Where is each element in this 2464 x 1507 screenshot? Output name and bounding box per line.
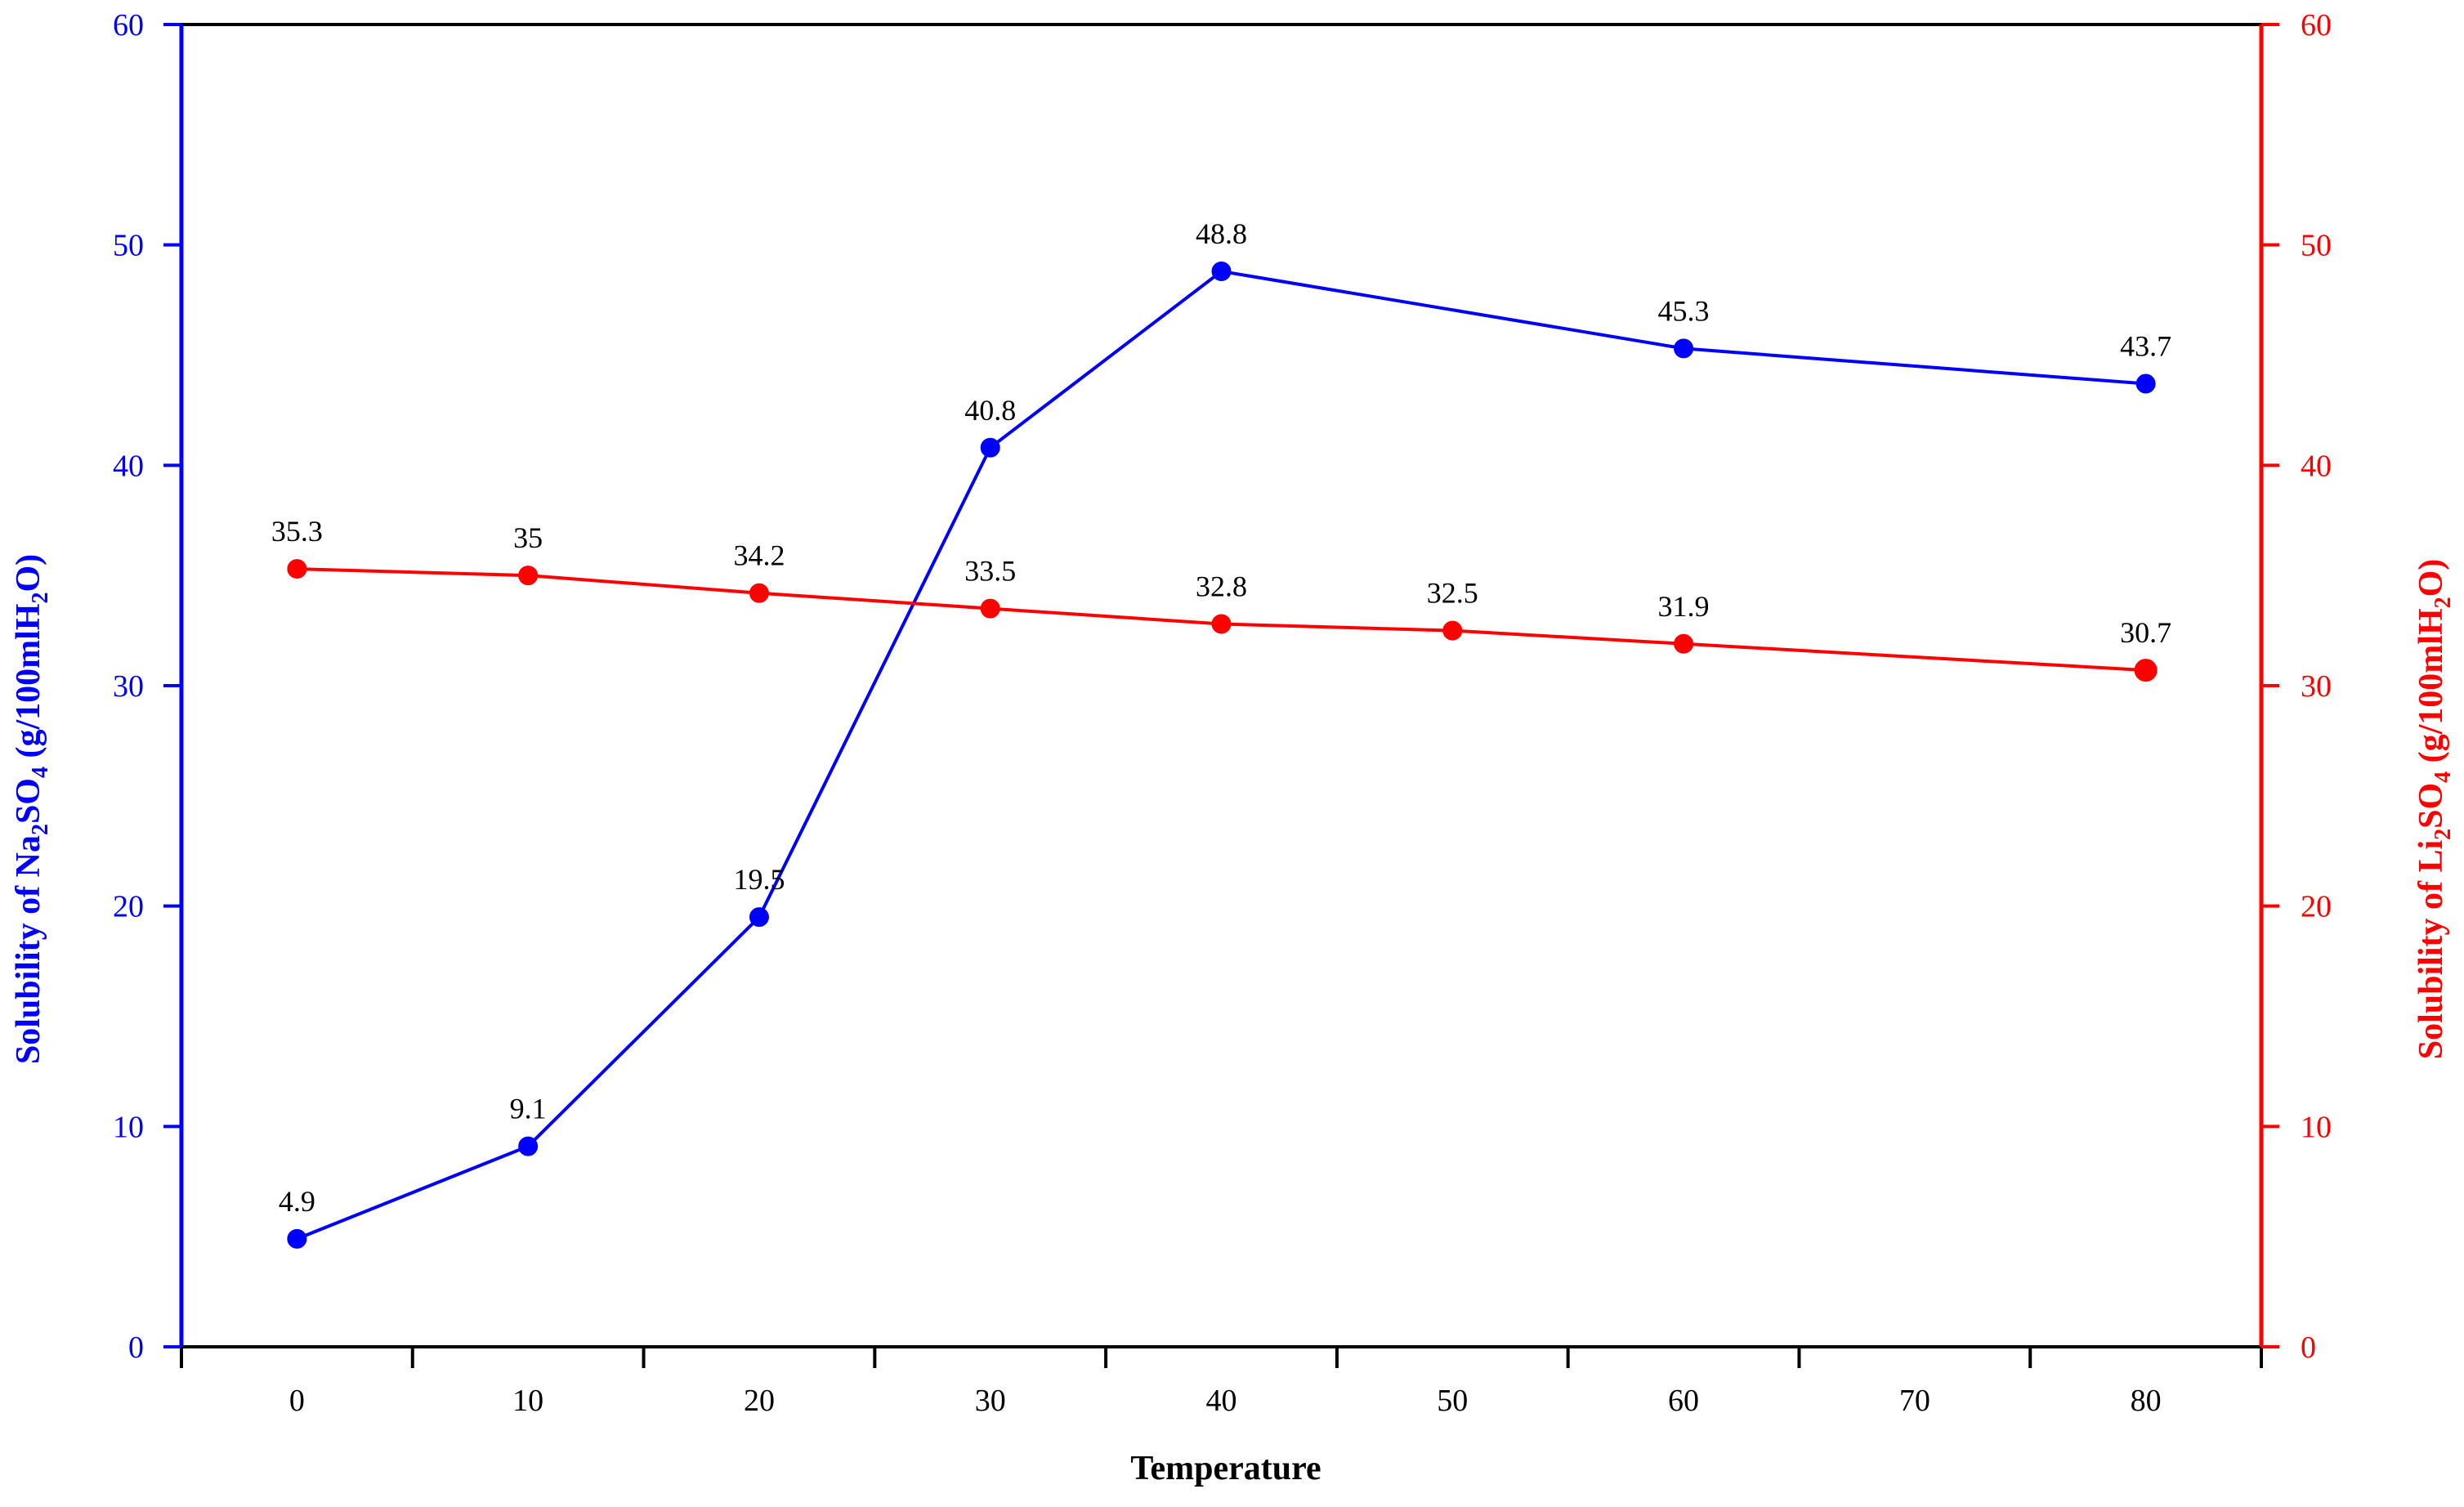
li2so4-data-label: 35.3 — [271, 515, 323, 548]
y-left-tick-label: 40 — [113, 449, 144, 483]
y-left-tick-label: 20 — [113, 890, 144, 924]
y-right-tick-label: 60 — [2301, 8, 2332, 42]
x-tick-label: 30 — [975, 1384, 1006, 1418]
li2so4-data-label: 30.7 — [2120, 616, 2171, 649]
li2so4-data-point — [518, 566, 539, 586]
y-left-tick-label: 50 — [113, 229, 144, 263]
y-right-tick-label: 10 — [2301, 1110, 2332, 1144]
li2so4-data-label: 32.8 — [1196, 570, 1247, 602]
na2so4-data-label: 9.1 — [510, 1093, 547, 1125]
x-tick-label: 50 — [1437, 1384, 1468, 1418]
y-left-tick-label: 10 — [113, 1110, 144, 1144]
y-right-tick-label: 50 — [2301, 229, 2332, 263]
na2so4-data-point — [1211, 262, 1232, 282]
y-right-tick-label: 0 — [2301, 1330, 2316, 1365]
y-right-tick-label: 30 — [2301, 669, 2332, 704]
x-tick-label: 60 — [1668, 1384, 1699, 1418]
li2so4-data-point — [980, 598, 1000, 619]
na2so4-data-point — [2135, 373, 2156, 394]
na2so4-series-line — [296, 269, 2146, 1241]
y-axis-left-title: Solubility of Na2SO4 (g/100mlH2O) — [10, 554, 53, 1064]
x-tick-label: 10 — [512, 1384, 543, 1418]
data-labels-group: 4.9 9.1 19.5 40.8 48.8 45.3 43.7 35.3 35 34.2 33.5… — [271, 217, 2171, 1218]
na2so4-data-point — [980, 437, 1000, 458]
series-group — [287, 262, 2158, 1249]
x-tick-label: 70 — [1899, 1384, 1930, 1418]
li2so4-data-label: 33.5 — [964, 555, 1016, 588]
li2so4-data-point — [1211, 614, 1232, 634]
axes-group: 0 10 20 30 40 50 60 70 80 0 10 20 30 40 50 60 0 10 20 30 40 5… — [113, 8, 2332, 1418]
na2so4-data-label: 43.7 — [2120, 330, 2171, 363]
x-tick-label: 20 — [744, 1384, 775, 1418]
na2so4-data-point — [1674, 338, 1694, 359]
x-axis-title: Temperature — [1130, 1450, 1321, 1487]
y-right-tick-label: 40 — [2301, 449, 2332, 483]
li2so4-data-label: 34.2 — [733, 539, 785, 572]
li2so4-data-point — [287, 559, 307, 579]
li2so4-data-label: 35 — [513, 521, 543, 554]
li2so4-data-label: 32.5 — [1427, 577, 1478, 610]
x-tick-label: 0 — [289, 1384, 305, 1418]
li2so4-data-point — [2134, 659, 2158, 682]
li2so4-data-point — [749, 583, 769, 603]
na2so4-data-point — [287, 1228, 307, 1249]
y-left-tick-label: 30 — [113, 669, 144, 704]
li2so4-data-label: 31.9 — [1658, 590, 1710, 623]
y-right-tick-label: 20 — [2301, 890, 2332, 924]
y-left-tick-label: 60 — [113, 8, 144, 42]
li2so4-data-point — [1674, 633, 1694, 654]
li2so4-series-line — [297, 567, 2146, 673]
x-tick-label: 80 — [2131, 1384, 2162, 1418]
na2so4-data-label: 19.5 — [733, 863, 785, 896]
na2so4-data-point — [518, 1136, 539, 1156]
na2so4-data-point — [749, 907, 769, 928]
x-tick-label: 40 — [1206, 1384, 1237, 1418]
y-left-tick-label: 0 — [128, 1330, 144, 1365]
y-axis-right-title: Solubility of Li2SO4 (g/100mlH2O) — [2413, 559, 2456, 1060]
na2so4-data-label: 4.9 — [279, 1185, 315, 1218]
na2so4-data-label: 48.8 — [1196, 217, 1247, 250]
li2so4-data-point — [1442, 620, 1463, 641]
na2so4-data-label: 40.8 — [964, 394, 1016, 427]
na2so4-data-label: 45.3 — [1658, 294, 1710, 327]
